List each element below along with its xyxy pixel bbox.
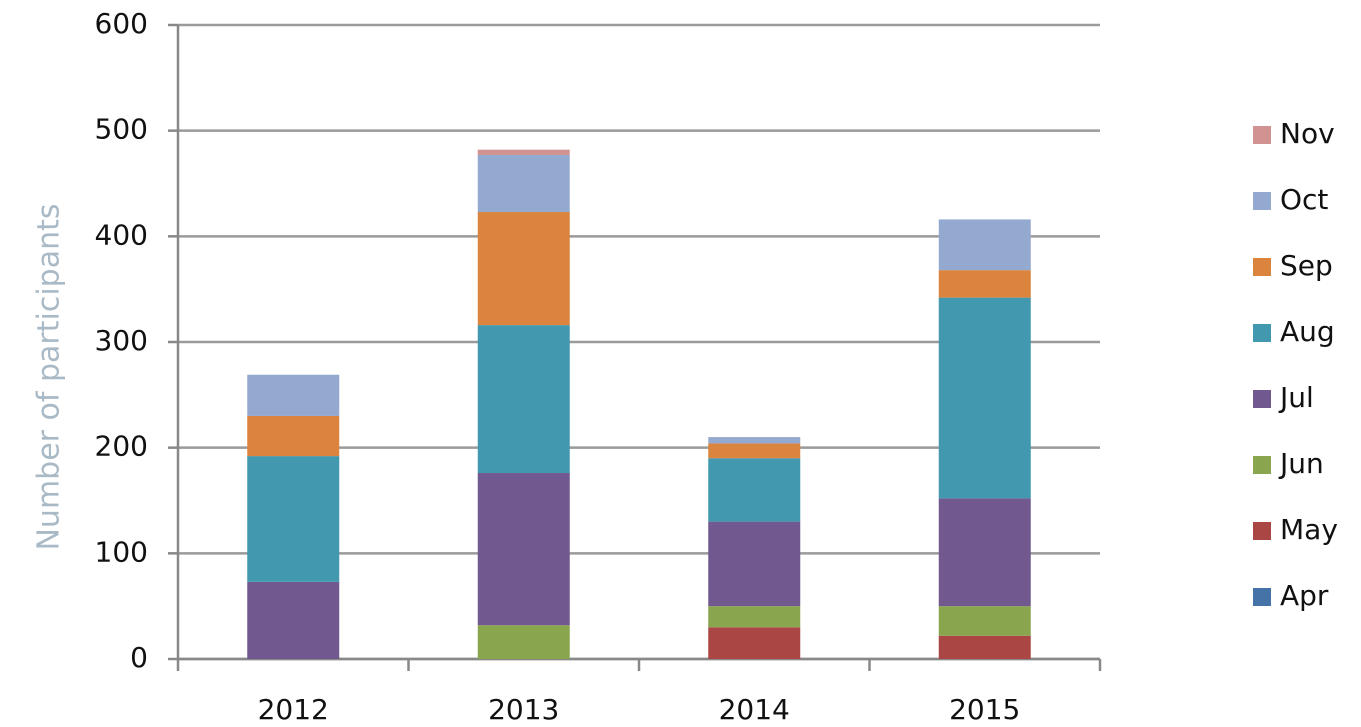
bar-segment	[477, 625, 570, 659]
bar-segment	[247, 374, 340, 416]
bar-segment	[477, 149, 570, 155]
bar-segment	[247, 581, 340, 659]
bar-segment	[938, 498, 1031, 607]
legend-swatch	[1253, 390, 1271, 408]
y-tick-label: 200	[95, 430, 148, 463]
legend-swatch	[1253, 522, 1271, 540]
bar-segment	[938, 606, 1031, 636]
legend-label: Jul	[1278, 381, 1314, 414]
legend-label: Nov	[1280, 117, 1335, 150]
bar-segment	[247, 456, 340, 582]
bar-segment	[477, 154, 570, 213]
x-tick-label: 2012	[258, 693, 329, 726]
bar-segment	[477, 325, 570, 474]
x-tick-label: 2014	[719, 693, 790, 726]
legend-label: Sep	[1280, 249, 1333, 282]
bar-segment	[708, 606, 801, 628]
y-tick-label: 0	[130, 641, 148, 674]
x-tick-label: 2013	[488, 693, 559, 726]
bar-segment	[477, 212, 570, 326]
legend-swatch	[1253, 588, 1271, 606]
bar-segment	[477, 473, 570, 626]
legend-label: Oct	[1280, 183, 1328, 216]
legend-swatch	[1253, 126, 1271, 144]
legend-swatch	[1253, 192, 1271, 210]
bar-segment	[938, 635, 1031, 659]
x-tick-label: 2015	[949, 693, 1020, 726]
legend-label: Apr	[1280, 579, 1329, 612]
bar-segment	[938, 270, 1031, 298]
bar-segment	[708, 627, 801, 659]
y-axis-label: Number of participants	[32, 203, 67, 550]
bar-segment	[708, 458, 801, 522]
legend-swatch	[1253, 258, 1271, 276]
y-tick-label: 100	[95, 535, 148, 568]
y-tick-label: 400	[95, 218, 148, 251]
bar-segment	[247, 415, 340, 457]
legend-label: May	[1280, 513, 1338, 546]
bar-segment	[708, 443, 801, 459]
y-tick-label: 300	[95, 324, 148, 357]
legend-swatch	[1253, 456, 1271, 474]
y-tick-label: 500	[95, 113, 148, 146]
bar-segment	[938, 219, 1031, 271]
y-tick-label: 600	[95, 7, 148, 40]
legend-label: Aug	[1280, 315, 1335, 348]
bar-segment	[708, 521, 801, 607]
legend-swatch	[1253, 324, 1271, 342]
bar-segment	[938, 297, 1031, 499]
bar-segment	[708, 437, 801, 444]
legend-label: Jun	[1278, 447, 1324, 480]
